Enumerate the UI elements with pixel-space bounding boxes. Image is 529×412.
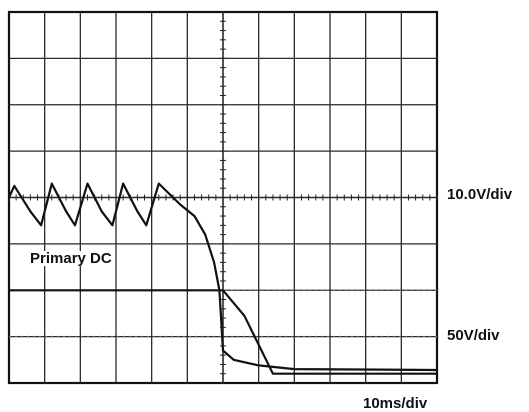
- center-axis-ticks: [8, 11, 438, 384]
- trace-point-ch2: [222, 349, 224, 352]
- trace-point-ch2: [145, 224, 147, 226]
- ch2-scale-label: 50V/div: [447, 327, 500, 344]
- trace-point-ch2: [29, 210, 31, 212]
- trace-point-ch2: [136, 210, 138, 212]
- waveform-traces: [7, 182, 439, 375]
- trace-point-ch2: [40, 224, 42, 226]
- trace-point-ch1: [222, 289, 224, 291]
- trace-point-ch2: [111, 224, 113, 226]
- trace-point-ch2: [74, 224, 76, 226]
- trace-point-ch2: [258, 364, 260, 366]
- trace-point-ch2: [193, 215, 196, 217]
- trace-point-ch2: [233, 359, 235, 361]
- trace-point-ch2: [86, 183, 89, 185]
- trace-point-ch2: [293, 368, 295, 370]
- trace-point-ch2: [204, 234, 206, 236]
- trace-point-ch1: [8, 289, 10, 291]
- trace-point-ch2: [65, 210, 67, 212]
- trace-point-ch2: [218, 289, 220, 291]
- trace-point-ch1: [243, 315, 245, 317]
- trace-point-ch2: [101, 210, 103, 212]
- trace-point-ch2: [179, 203, 181, 206]
- trace-point-ch2: [51, 183, 53, 185]
- trace-point-ch2: [13, 185, 15, 187]
- trace-ch2: [7, 182, 439, 372]
- trace-point-ch2: [122, 183, 124, 185]
- trace-point-ch2: [213, 261, 215, 263]
- trace-point-ch1: [436, 373, 438, 375]
- trace-point-ch2: [8, 196, 10, 199]
- trace-point-ch2: [158, 183, 160, 185]
- trace-point-ch1: [272, 373, 274, 375]
- primary-dc-trace-label: Primary DC: [27, 251, 115, 266]
- ch1-scale-label: 10.0V/div: [447, 186, 513, 203]
- timebase-label: 10ms/div: [363, 395, 428, 412]
- trace-point-ch2: [436, 369, 438, 371]
